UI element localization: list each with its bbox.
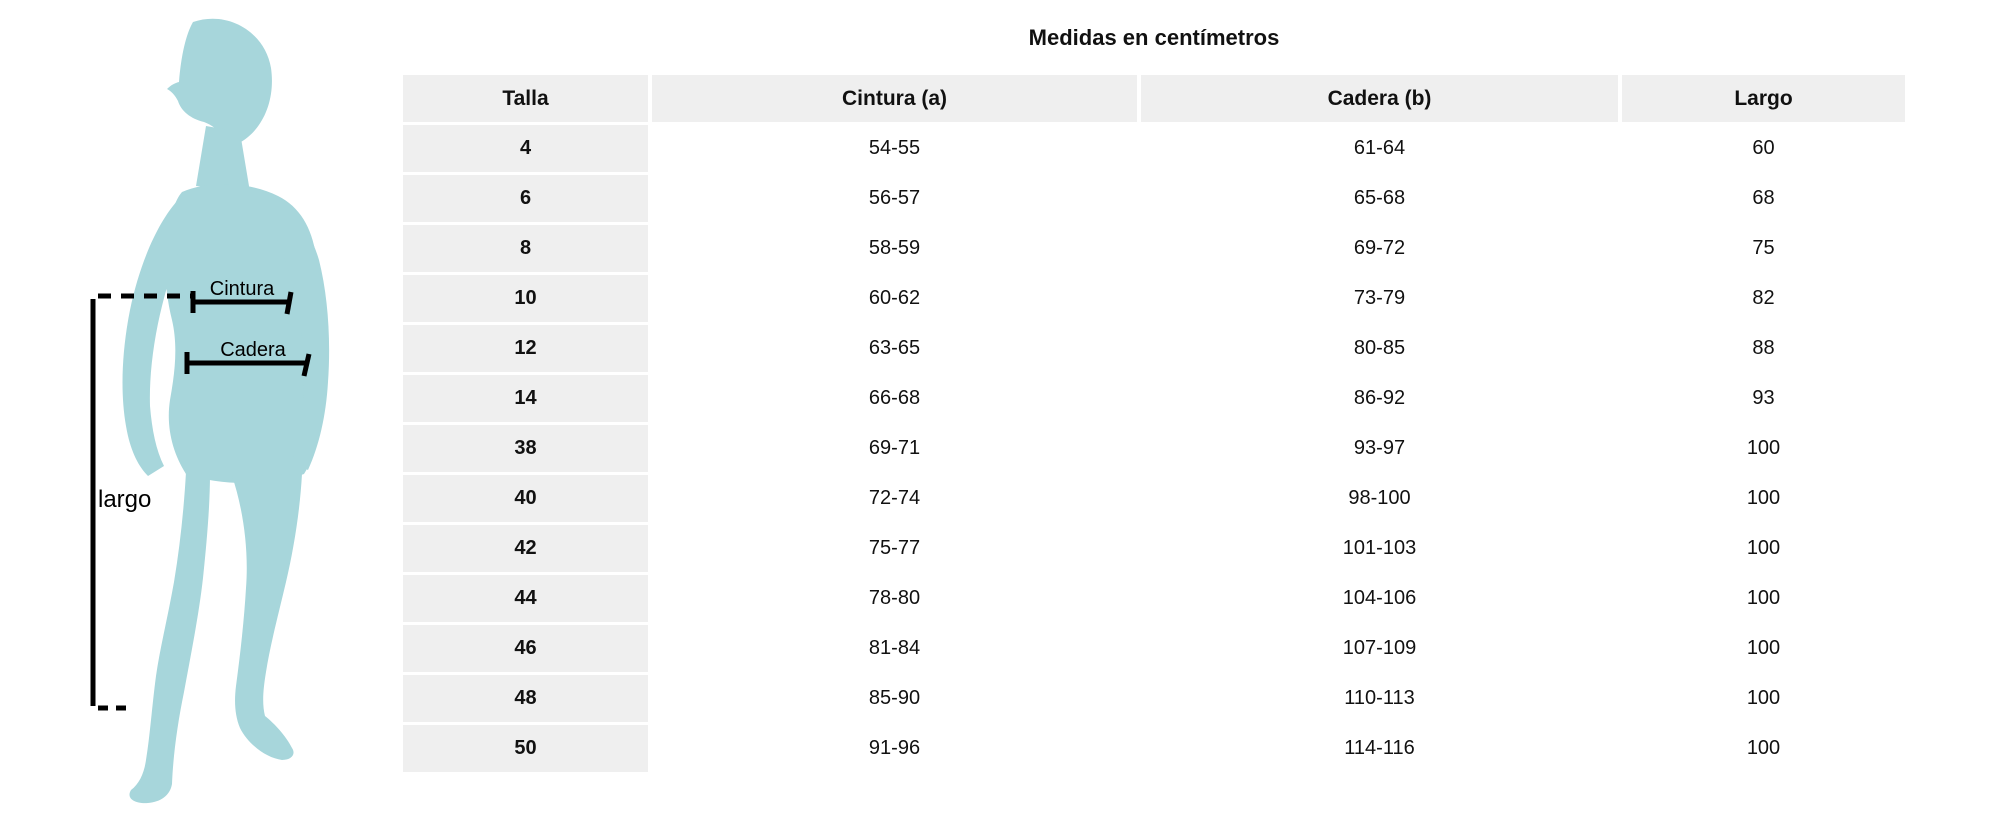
cintura-cell: 81-84 — [652, 625, 1137, 672]
size-cell: 14 — [403, 375, 648, 422]
cintura-cell: 69-71 — [652, 425, 1137, 472]
cadera-cell: 98-100 — [1141, 475, 1618, 522]
silhouette-head — [167, 18, 272, 146]
size-cell: 50 — [403, 725, 648, 772]
largo-cell: 100 — [1622, 575, 1905, 622]
largo-cell: 100 — [1622, 725, 1905, 772]
largo-cell: 68 — [1622, 175, 1905, 222]
cadera-cell: 93-97 — [1141, 425, 1618, 472]
cadera-cell: 86-92 — [1141, 375, 1618, 422]
size-cell: 44 — [403, 575, 648, 622]
cintura-cell: 56-57 — [652, 175, 1137, 222]
cintura-cell: 60-62 — [652, 275, 1137, 322]
largo-cell: 100 — [1622, 675, 1905, 722]
cadera-cell: 61-64 — [1141, 125, 1618, 172]
cintura-measure: Cintura — [190, 278, 294, 315]
size-cell: 46 — [403, 625, 648, 672]
table-title: Medidas en centímetros — [1028, 25, 1280, 50]
column-header-cintura: Cintura (a) — [652, 75, 1137, 122]
cadera-cell: 110-113 — [1141, 675, 1618, 722]
cadera-cell: 65-68 — [1141, 175, 1618, 222]
cintura-cell: 54-55 — [652, 125, 1137, 172]
size-cell: 8 — [403, 225, 648, 272]
cintura-cell: 66-68 — [652, 375, 1137, 422]
largo-cell: 100 — [1622, 475, 1905, 522]
body-measurement-diagram: Cintura Cadera largo — [90, 18, 330, 804]
cadera-cell: 80-85 — [1141, 325, 1618, 372]
cintura-cell: 75-77 — [652, 525, 1137, 572]
largo-cell: 60 — [1622, 125, 1905, 172]
size-cell: 12 — [403, 325, 648, 372]
largo-cell: 100 — [1622, 425, 1905, 472]
measurement-annotations: Cintura Cadera largo — [90, 278, 312, 711]
cintura-cell: 91-96 — [652, 725, 1137, 772]
cadera-cell: 107-109 — [1141, 625, 1618, 672]
female-silhouette — [122, 18, 330, 804]
cintura-cell: 85-90 — [652, 675, 1137, 722]
size-cell: 40 — [403, 475, 648, 522]
size-cell: 10 — [403, 275, 648, 322]
cintura-right-cap — [284, 291, 294, 315]
silhouette-left-arm — [122, 200, 188, 476]
size-cell: 48 — [403, 675, 648, 722]
cadera-cell: 104-106 — [1141, 575, 1618, 622]
largo-cell: 88 — [1622, 325, 1905, 372]
size-cell: 6 — [403, 175, 648, 222]
cintura-cell: 72-74 — [652, 475, 1137, 522]
size-cell: 4 — [403, 125, 648, 172]
largo-cell: 93 — [1622, 375, 1905, 422]
cadera-cell: 114-116 — [1141, 725, 1618, 772]
column-header-cadera: Cadera (b) — [1141, 75, 1618, 122]
silhouette-right-leg — [232, 474, 302, 760]
cadera-cell: 69-72 — [1141, 225, 1618, 272]
cintura-label: Cintura — [210, 278, 275, 300]
silhouette-torso — [165, 184, 318, 483]
largo-label: largo — [98, 486, 151, 513]
cadera-measure: Cadera — [184, 339, 312, 377]
largo-cell: 100 — [1622, 525, 1905, 572]
size-cell: 42 — [403, 525, 648, 572]
silhouette-left-leg — [129, 472, 210, 804]
largo-cell: 75 — [1622, 225, 1905, 272]
largo-measure: largo — [90, 299, 151, 711]
column-header-talla: Talla — [403, 75, 648, 122]
cadera-cell: 101-103 — [1141, 525, 1618, 572]
silhouette-neck — [196, 126, 250, 192]
size-table-section: Medidas en centímetros Talla Cintura (a)… — [403, 25, 1905, 772]
cadera-right-cap — [301, 353, 312, 377]
largo-cell: 100 — [1622, 625, 1905, 672]
cintura-cell: 78-80 — [652, 575, 1137, 622]
cintura-cell: 63-65 — [652, 325, 1137, 372]
cadera-label: Cadera — [220, 339, 286, 361]
size-table: Talla Cintura (a) Cadera (b) Largo 4 54-… — [403, 75, 1905, 772]
largo-cell: 82 — [1622, 275, 1905, 322]
silhouette-right-arm — [262, 198, 330, 470]
cintura-cell: 58-59 — [652, 225, 1137, 272]
size-cell: 38 — [403, 425, 648, 472]
cadera-cell: 73-79 — [1141, 275, 1618, 322]
column-header-largo: Largo — [1622, 75, 1905, 122]
